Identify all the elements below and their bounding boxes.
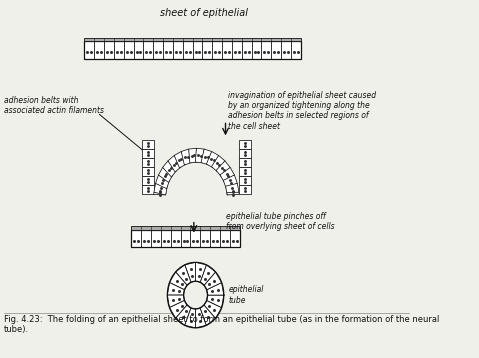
Polygon shape [181,149,192,165]
Polygon shape [176,305,191,325]
Polygon shape [154,192,166,195]
Polygon shape [131,226,240,229]
Polygon shape [142,168,154,176]
Text: sheet of epithelial: sheet of epithelial [160,8,248,18]
Polygon shape [212,155,225,172]
Polygon shape [239,185,251,194]
Polygon shape [206,295,224,308]
Polygon shape [239,149,251,158]
Polygon shape [142,176,154,185]
Polygon shape [142,185,154,194]
Polygon shape [174,151,186,168]
Polygon shape [168,155,182,172]
Text: adhesion belts with
associated actin filaments: adhesion belts with associated actin fil… [4,96,104,115]
Polygon shape [200,305,216,325]
Polygon shape [200,265,216,285]
Polygon shape [239,140,251,149]
Text: epithelial tube pinches off
from overlying sheet of cells: epithelial tube pinches off from overlyi… [226,212,334,231]
Polygon shape [84,41,301,59]
Polygon shape [159,168,173,183]
Polygon shape [239,176,251,185]
Polygon shape [195,148,204,163]
Polygon shape [189,148,197,163]
Polygon shape [206,282,224,295]
Text: invagination of epithelial sheet caused
by an organized tightening along the
adh: invagination of epithelial sheet caused … [228,91,376,131]
Polygon shape [239,158,251,168]
Polygon shape [163,161,177,177]
Polygon shape [195,262,206,282]
Polygon shape [216,161,230,177]
Polygon shape [176,265,191,285]
Polygon shape [185,308,195,328]
Text: epithelial
tube: epithelial tube [229,285,264,305]
Polygon shape [154,183,167,195]
Polygon shape [84,38,301,41]
Polygon shape [170,272,187,290]
Text: Fig. 4.23:  The folding of an epithelial sheet to form an epithelial tube (as in: Fig. 4.23: The folding of an epithelial … [4,315,439,334]
Polygon shape [131,229,240,247]
Polygon shape [223,175,237,189]
Polygon shape [201,149,212,165]
Polygon shape [167,295,184,308]
Polygon shape [142,140,154,149]
Polygon shape [195,308,206,328]
Polygon shape [185,262,195,282]
Polygon shape [204,272,222,290]
Polygon shape [239,168,251,176]
Polygon shape [142,149,154,158]
Polygon shape [167,282,184,295]
Polygon shape [204,300,222,318]
Polygon shape [220,168,234,183]
Polygon shape [170,300,187,318]
Polygon shape [226,183,239,195]
Polygon shape [156,175,170,189]
Polygon shape [142,158,154,168]
Polygon shape [206,151,218,168]
Polygon shape [227,192,239,195]
